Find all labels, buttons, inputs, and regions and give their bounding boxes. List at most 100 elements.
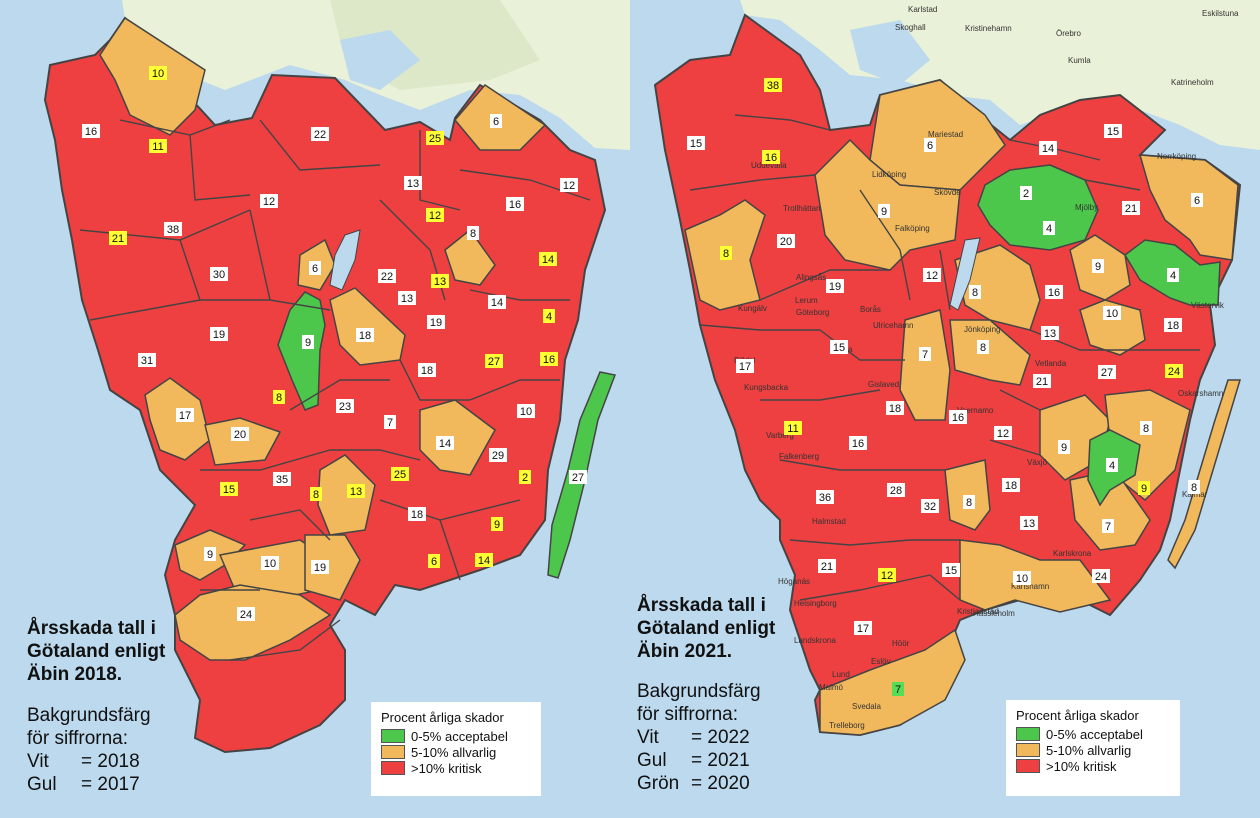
bg-color-key-2021: Bakgrundsfärg för siffrorna: Vit = 2022 G… [637,680,761,795]
region-border-line [1009,139,1101,161]
title-line: Götaland enligt [27,641,166,662]
region-label-bg [1041,326,1059,340]
region-label-bg [1039,141,1057,155]
legend-swatch [1016,743,1040,757]
region-border-line [419,130,461,211]
region-label-bg [1002,478,1020,492]
legend-2021: Procent årliga skador 0-5% acceptabel 5-… [1006,700,1180,796]
region-border-line [799,574,931,601]
region-label-bg [720,246,732,260]
place-name-label: Helsingborg [794,599,837,608]
region-label-bg [273,472,291,486]
region-value-label: 4 [1109,460,1115,472]
region-value-label: 17 [179,410,191,422]
region-label-bg [830,340,848,354]
lake-vanern-icon [850,20,930,85]
legend-swatch [381,761,405,775]
region-value-label: 10 [520,406,532,418]
region-border-line [859,189,911,301]
place-name-label: Skövde [934,188,961,197]
bg-row: Gul = 2021 [637,749,761,772]
region-value-label: 6 [493,116,499,128]
place-name-label: Uddevalla [751,161,787,170]
region-value-label: 21 [1125,203,1137,215]
region-label-bg [506,197,524,211]
region-label-bg [924,138,936,152]
bg-key: Gul [637,750,667,771]
region-value-label: 30 [213,269,225,281]
region-value-label: 12 [563,180,575,192]
region-label-bg [418,363,436,377]
region-border-line [189,134,251,201]
region-label-bg [398,291,416,305]
place-name-label: Kungälv [738,304,767,313]
region-value-label: 10 [264,558,276,570]
region-label-bg [921,499,939,513]
region-value-label: 24 [1095,571,1107,583]
region-value-label: 13 [434,276,446,288]
region-label-bg [138,353,156,367]
region-border-line [229,619,341,661]
region-border-line [789,539,911,546]
region-label-bg [1140,421,1152,435]
place-name-label: Höganäs [778,577,810,586]
region-border-line [999,389,1041,411]
region-value-label: 7 [387,417,393,429]
region-value-label: 18 [889,403,901,415]
place-name-label: Alingsås [796,273,826,282]
region-value-label: 8 [313,489,319,501]
bg-row: Vit = 2022 [637,726,761,749]
region-label-bg [777,234,795,248]
region-value-label: 23 [339,401,351,413]
region-label-bg [762,150,780,164]
region-border-line [689,174,816,191]
place-name-label: Varberg [766,431,794,440]
region-label-bg [302,335,314,349]
bg-heading-line: Bakgrundsfärg [27,705,151,726]
title-line: Götaland enligt [637,618,776,639]
region-label-bg [1104,124,1122,138]
region-value-label: 32 [924,501,936,513]
region-label-bg [491,517,503,531]
region-value-label: 2 [522,472,528,484]
region-value-label: 14 [478,555,490,567]
bg-value: = 2018 [81,751,140,772]
region-value-label: 9 [494,519,500,531]
region-value-label: 8 [1191,482,1197,494]
region-label-bg [816,490,834,504]
title-line: Årsskada tall i [27,618,156,639]
region-value-label: 21 [1036,376,1048,388]
region-value-label: 16 [85,126,97,138]
region-value-label: 12 [926,270,938,282]
region-area-orange [304,534,361,601]
place-name-label: Mjölby [1075,203,1098,212]
region-label-bg [490,114,502,128]
region-label-bg [543,309,555,323]
region-value-label: 17 [857,623,869,635]
region-label-bg [1165,364,1183,378]
region-value-label: 2 [1023,188,1029,200]
region-label-bg [260,194,278,208]
region-value-label: 4 [546,311,552,323]
region-label-bg [1033,374,1051,388]
region-value-label: 8 [980,342,986,354]
place-name-label: Västervik [1191,301,1225,310]
region-value-label: 19 [314,562,326,574]
bg-row: Grön = 2020 [637,772,761,795]
legend-swatch [1016,759,1040,773]
legend-item-red: >10% kritisk [381,760,531,776]
region-area-orange [317,454,376,536]
oland-island-area [1167,379,1242,570]
region-value-label: 7 [922,349,928,361]
map-title-2018: Årsskada tall i Götaland enligt Äbin 201… [27,617,165,686]
place-name-label: Falkenberg [779,452,819,461]
region-label-bg [311,127,329,141]
region-label-bg [849,436,867,450]
region-label-bg [475,553,493,567]
region-value-label: 6 [927,140,933,152]
place-name-label: Landskrona [794,636,836,645]
region-value-label: 18 [359,330,371,342]
place-name-label: Svedala [852,702,881,711]
region-label-bg [426,131,444,145]
